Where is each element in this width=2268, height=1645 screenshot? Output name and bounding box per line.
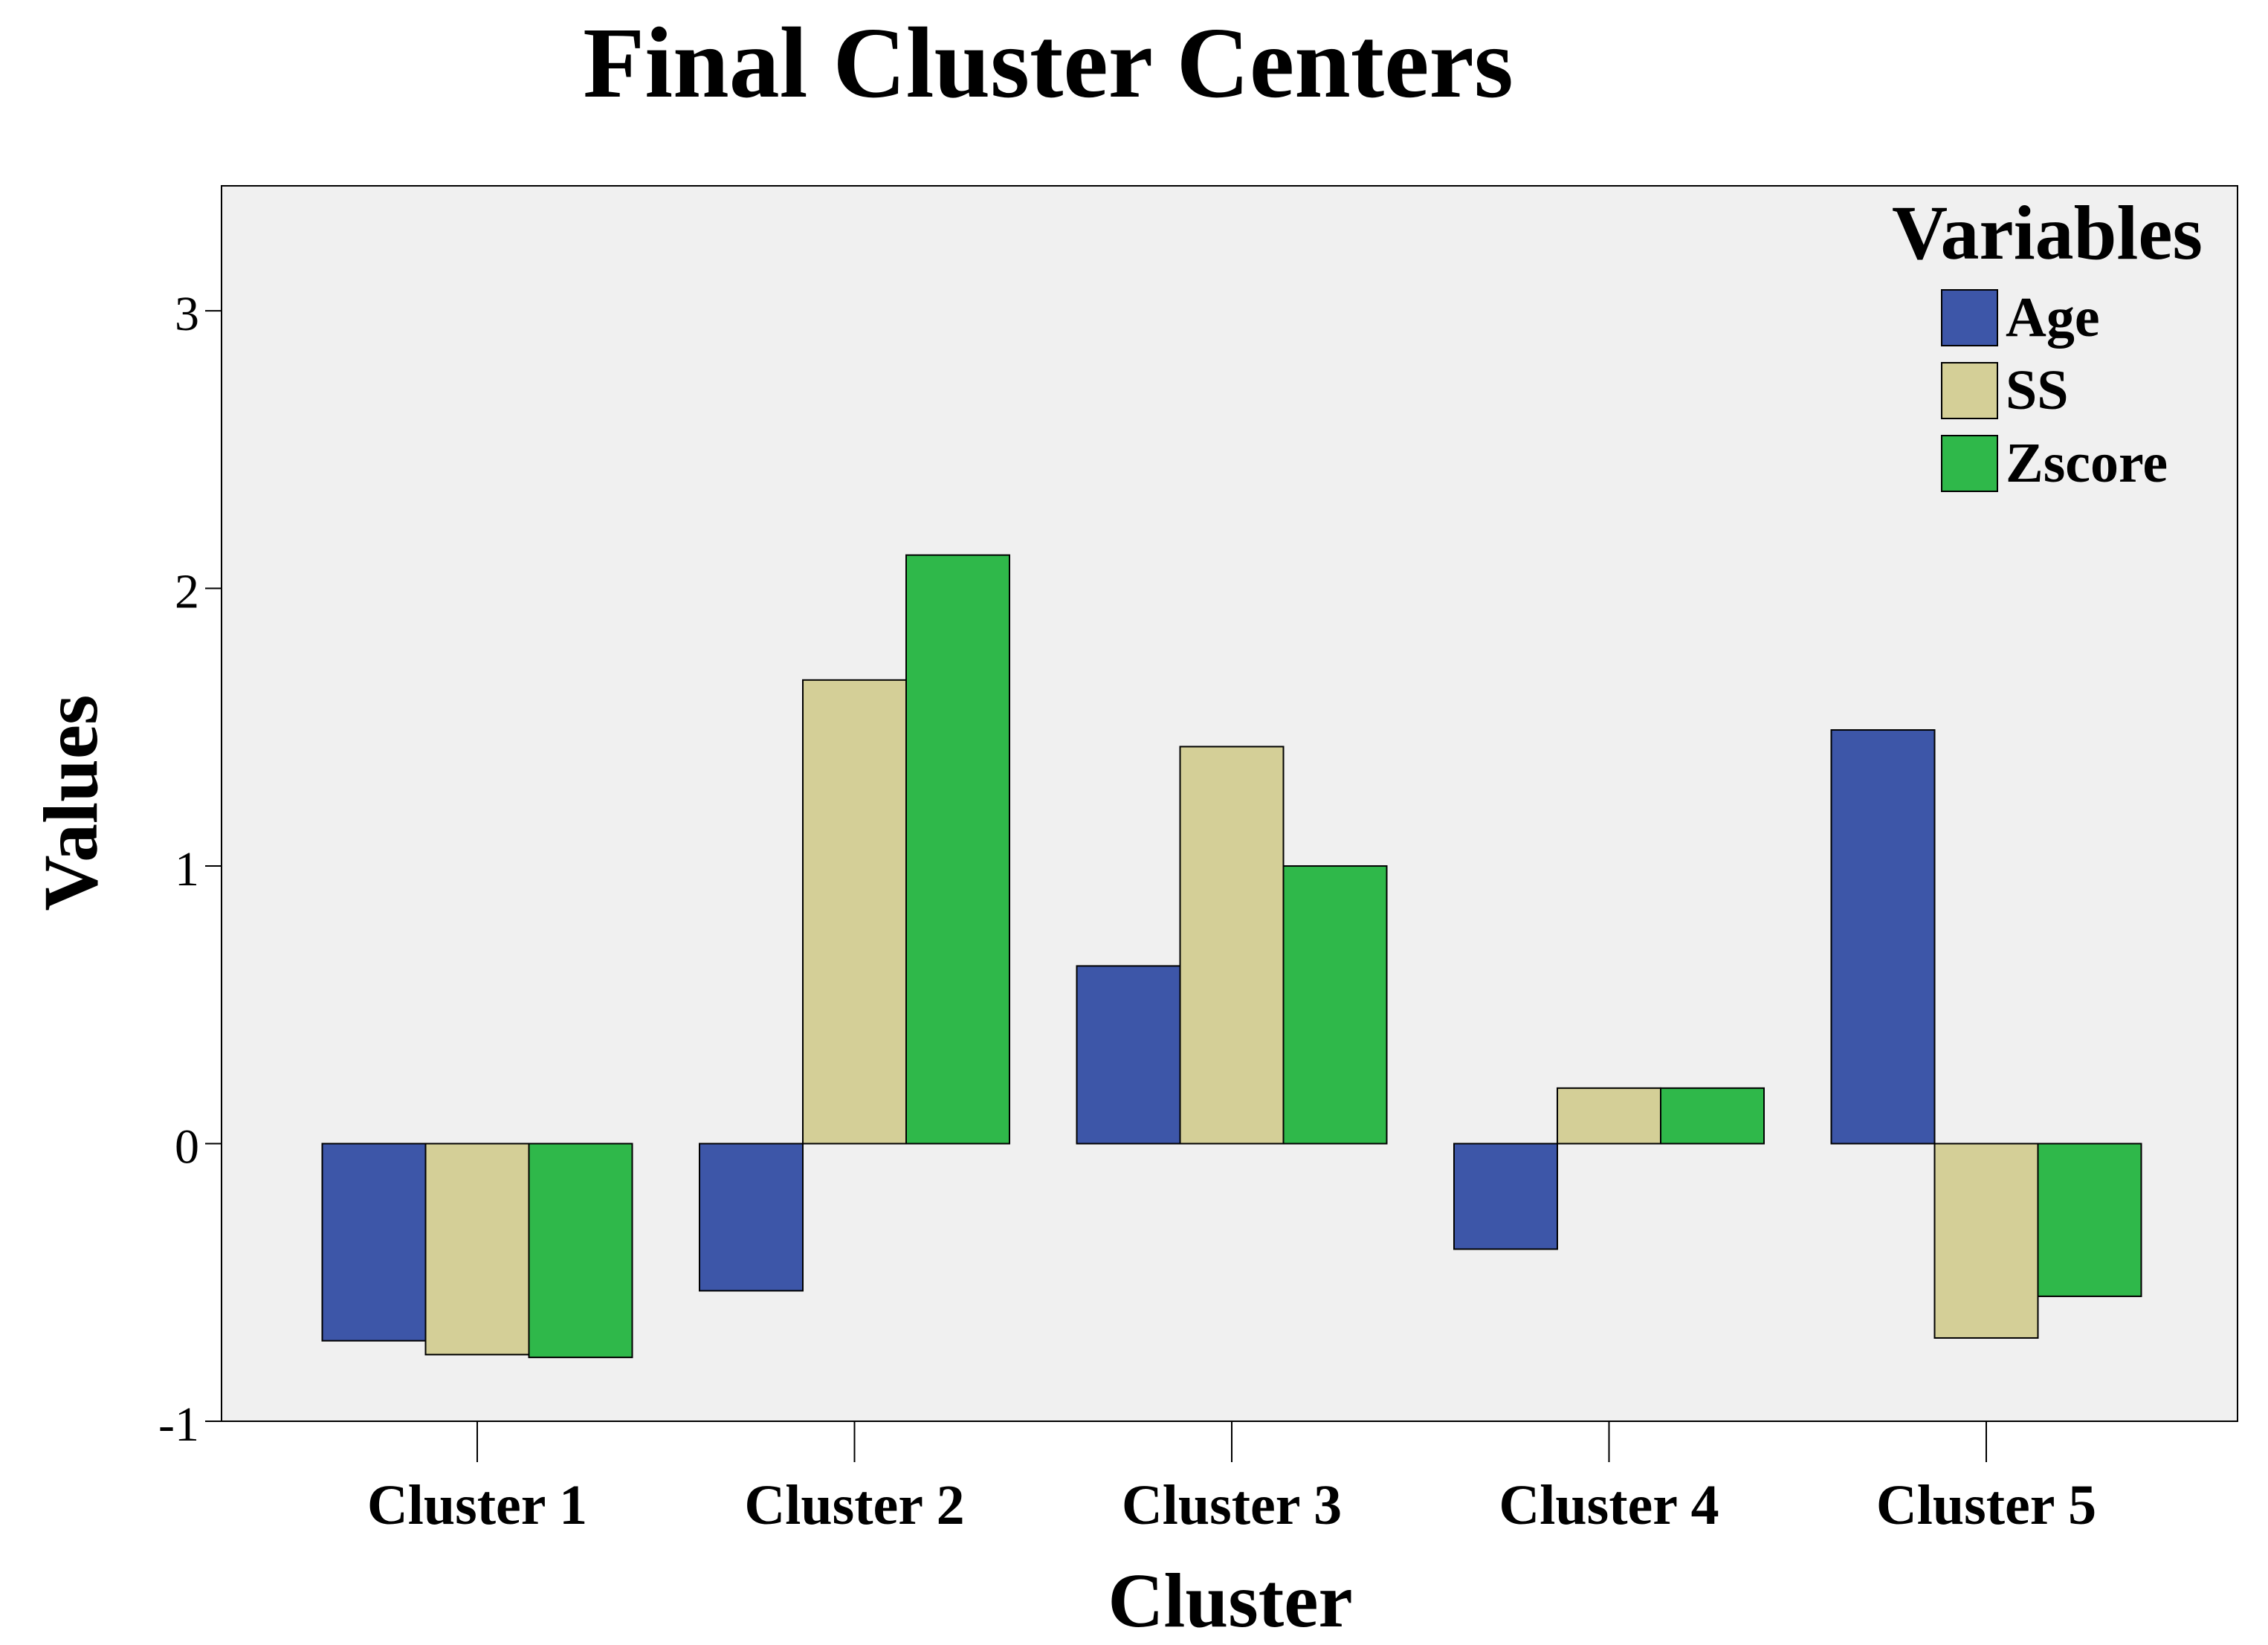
bar-zscore-cluster-4 (1660, 1087, 1765, 1145)
y-tick-label: 0 (175, 1120, 199, 1174)
bar-age-cluster-2 (699, 1143, 804, 1292)
x-tick-label: Cluster 2 (744, 1474, 964, 1536)
x-tick-label: Cluster 4 (1499, 1474, 1719, 1536)
legend-swatch-ss (1941, 362, 1998, 419)
legend-label-ss: SS (2006, 359, 2069, 421)
bar-age-cluster-4 (1453, 1143, 1558, 1250)
x-axis: Cluster 1 Cluster 2 Cluster 3 Cluster 4 Clus… (367, 1421, 2096, 1536)
y-tick-label: 1 (175, 842, 199, 896)
bar-zscore-cluster-5 (2037, 1143, 2142, 1297)
legend-swatch-age (1941, 289, 1998, 346)
bar-zscore-cluster-1 (528, 1143, 633, 1359)
y-tick-label: -1 (158, 1397, 199, 1452)
bar-ss-cluster-1 (424, 1143, 530, 1356)
bar-ss-cluster-2 (802, 679, 907, 1145)
x-tick-label: Cluster 3 (1122, 1474, 1342, 1536)
x-tick-label: Cluster 5 (1876, 1474, 2096, 1536)
bar-ss-cluster-5 (1933, 1143, 2039, 1339)
bar-zscore-cluster-3 (1282, 865, 1388, 1145)
y-tick-label: 3 (175, 287, 199, 341)
bar-ss-cluster-3 (1179, 746, 1285, 1145)
legend-title: Variables (1892, 190, 2203, 276)
bar-age-cluster-5 (1830, 729, 1936, 1145)
bar-zscore-cluster-2 (905, 554, 1010, 1145)
y-axis: -1 0 1 2 3 (158, 287, 222, 1452)
bars-group (321, 554, 2142, 1359)
y-tick-label: 2 (175, 565, 199, 619)
legend-swatch-zscore (1941, 435, 1998, 492)
y-axis-title: Values (28, 695, 114, 911)
legend-label-age: Age (2006, 286, 2100, 349)
legend-label-zscore: Zscore (2006, 432, 2168, 494)
x-axis-title: Cluster (1108, 1558, 1352, 1644)
chart-title: Final Cluster Centers (583, 7, 1513, 119)
bar-age-cluster-3 (1076, 965, 1181, 1145)
legend: Variables Age SS Zscore (1892, 190, 2203, 494)
x-tick-label: Cluster 1 (367, 1474, 587, 1536)
bar-age-cluster-1 (321, 1143, 427, 1342)
bar-ss-cluster-4 (1557, 1087, 1661, 1145)
